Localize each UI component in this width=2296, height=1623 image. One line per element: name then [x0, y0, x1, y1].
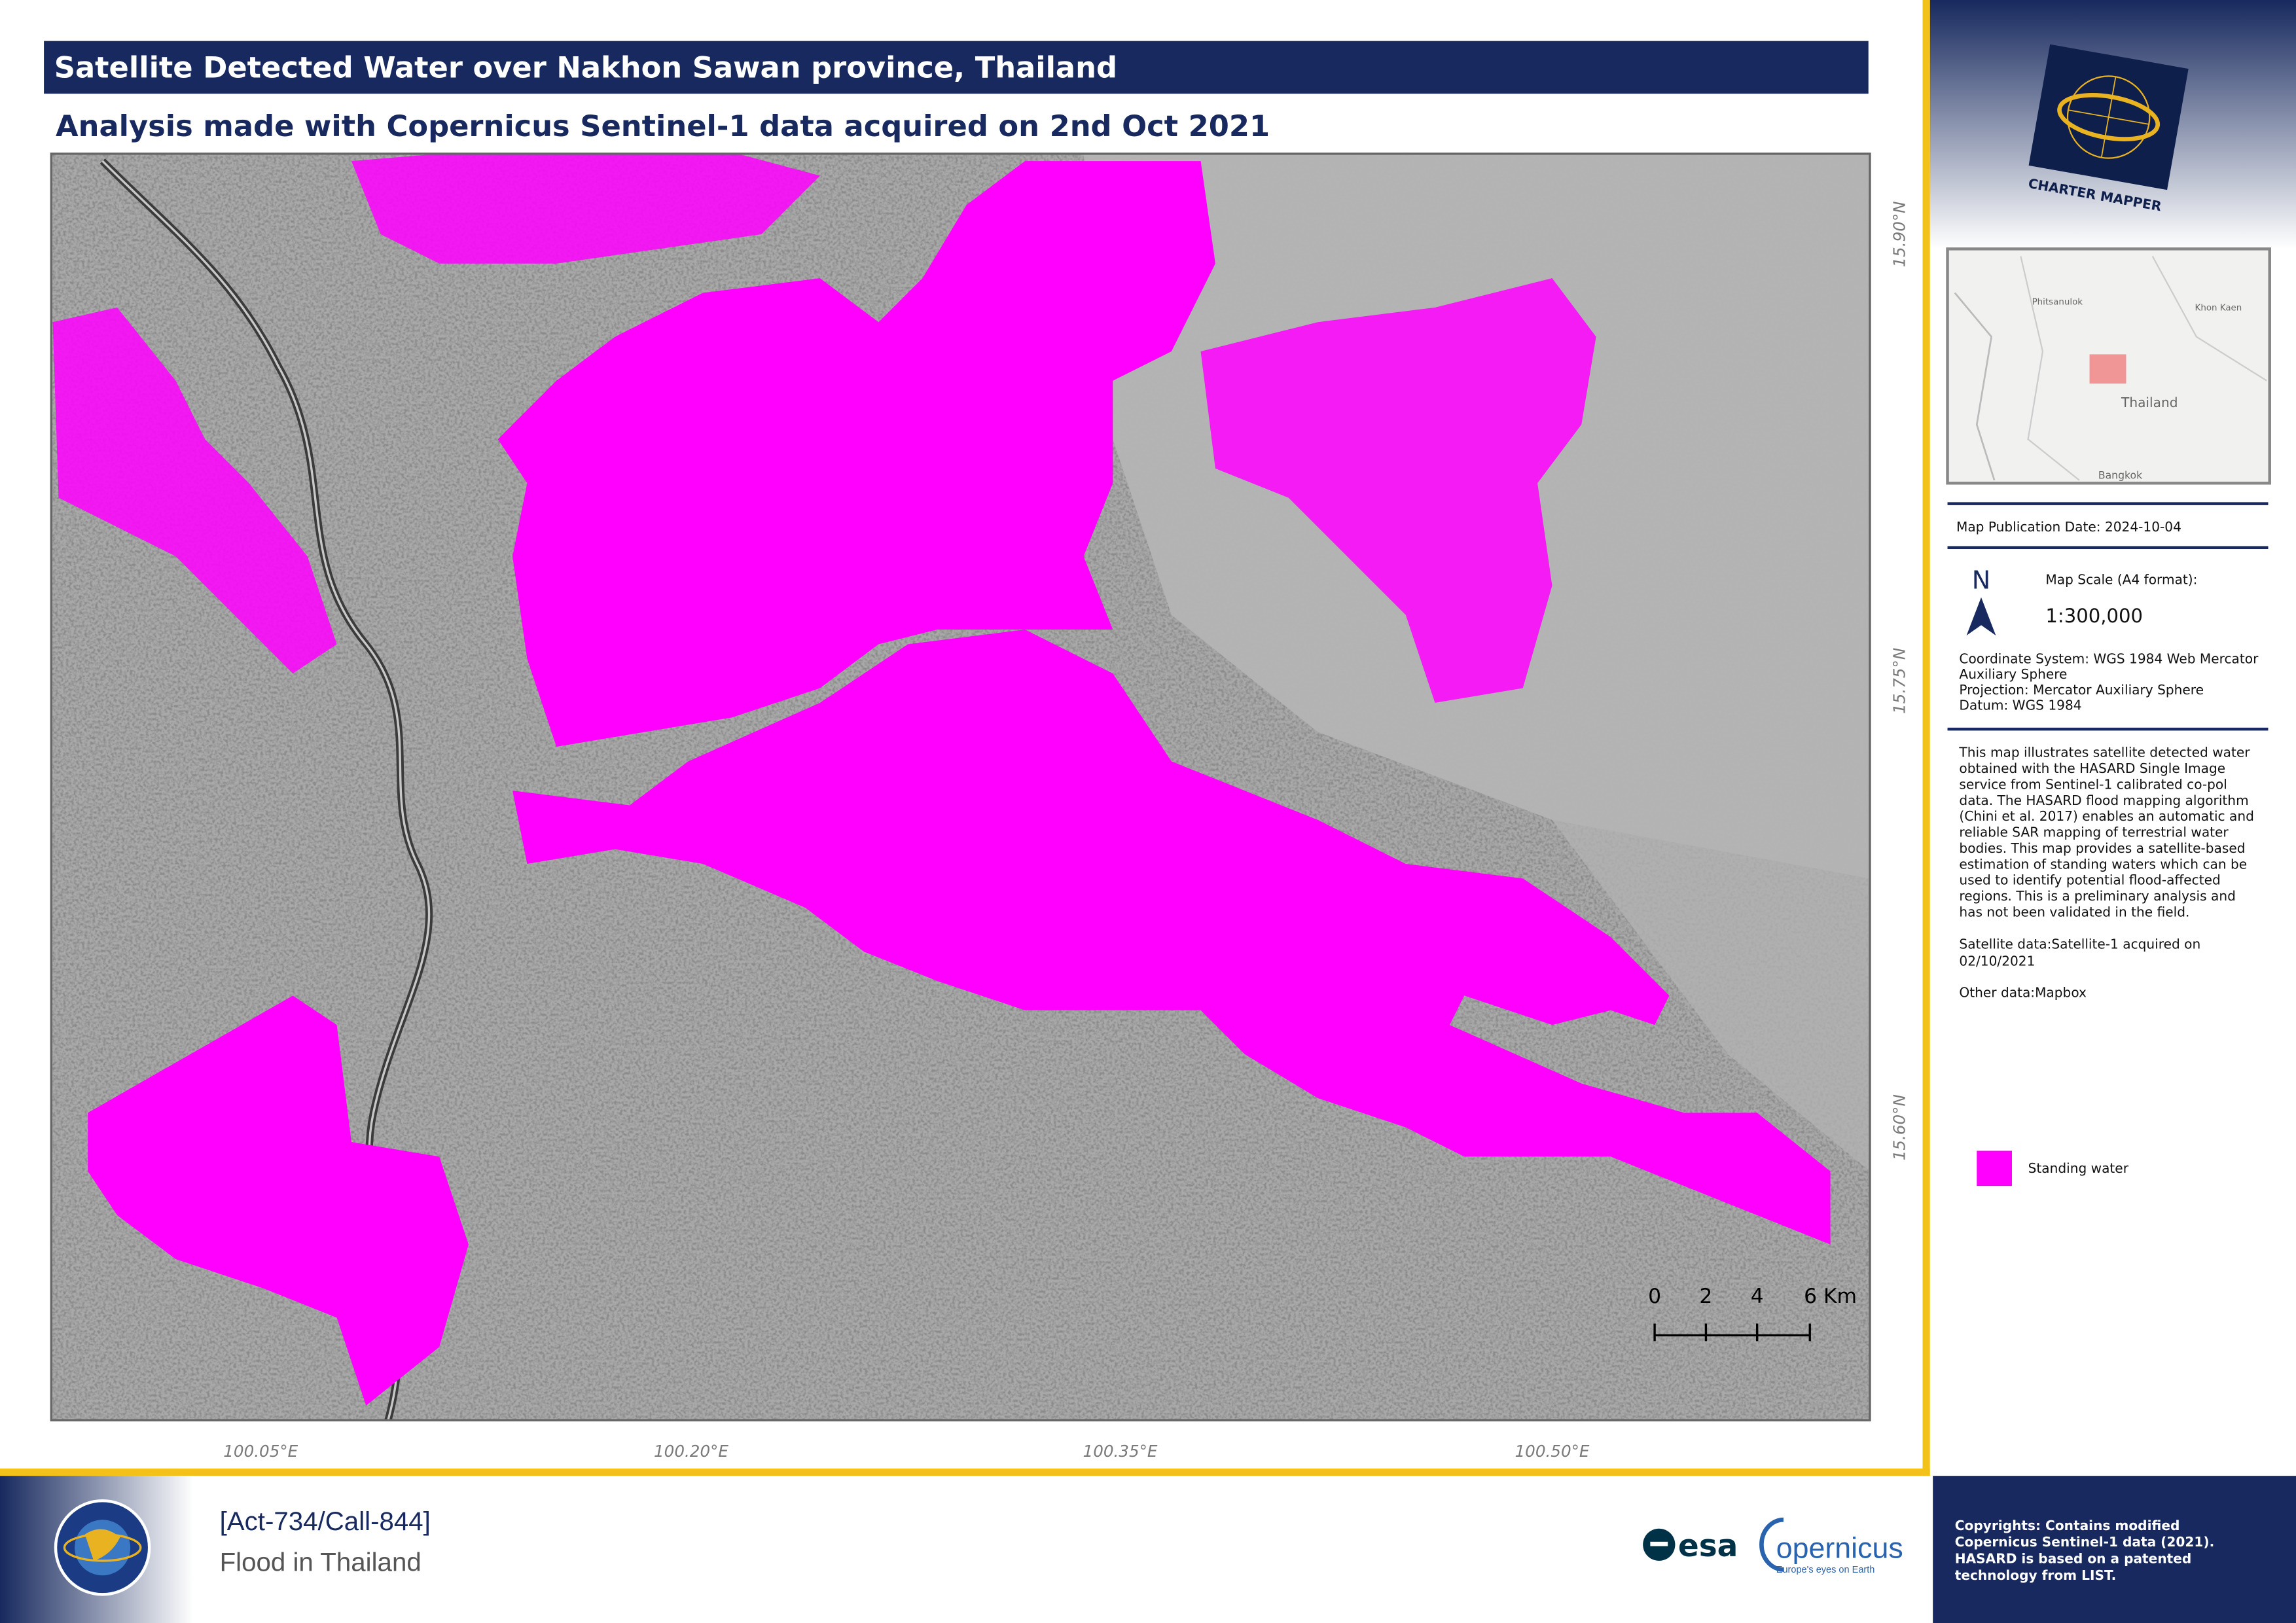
description: This map illustrates satellite detected … [1958, 745, 2250, 760]
description: data. The HASARD flood mapping algorithm [1959, 793, 2248, 808]
logo-text: opernicus [1776, 1531, 1903, 1564]
scale-bar-label: 0 [1648, 1285, 1661, 1308]
scale-bar [1653, 1323, 1811, 1342]
satellite-data: 02/10/2021 [1959, 953, 2035, 969]
scale-bar-label: 6 Km [1804, 1285, 1857, 1308]
longitude-label: 100.35°E [1083, 1442, 1158, 1461]
legend-swatch [1977, 1150, 2012, 1186]
copyright-line: Copernicus Sentinel-1 data (2021). [1955, 1534, 2215, 1550]
title-bar [44, 41, 1869, 94]
description: service from Sentinel-1 calibrated co-po… [1959, 776, 2227, 792]
latitude-label: 15.75°N [1890, 648, 1909, 714]
map-scale: 1:300,000 [2045, 605, 2143, 627]
border [1922, 0, 1930, 1476]
copernicus-logo: opernicus Europe's eyes on Earth [1759, 1517, 1903, 1575]
inset-label: Bangkok [2098, 469, 2143, 482]
inset-label: Khon Kaen [2195, 303, 2242, 313]
satellite-data: Satellite data:Satellite-1 acquired on [1959, 936, 2200, 952]
description: estimation of standing waters which can … [1959, 856, 2247, 872]
copyright-line: Copyrights: Contains modified [1955, 1518, 2180, 1533]
description: obtained with the HASARD Single Image [1959, 760, 2225, 776]
other-data: Other data:Mapbox [1959, 985, 2087, 1001]
description: bodies. This map provides a satellite-ba… [1959, 840, 2245, 856]
charter-emblem [54, 1499, 151, 1596]
inset-label: Phitsanulok [2032, 297, 2083, 307]
scale-bar-label: 2 [1699, 1285, 1712, 1308]
publication-date: Map Publication Date: 2024-10-04 [1956, 519, 2181, 535]
esa-logo: esa [1643, 1528, 1738, 1564]
logo-tagline: Europe's eyes on Earth [1776, 1565, 1875, 1575]
copyright-box [1933, 1476, 2296, 1623]
description: (Chini et al. 2017) enables an automatic… [1959, 808, 2253, 824]
coordinate-info: Coordinate System: WGS 1984 Web Mercator [1959, 651, 2259, 666]
description: has not been validated in the field. [1959, 904, 2189, 920]
logo-text: esa [1678, 1528, 1738, 1564]
longitude-label: 100.50°E [1515, 1442, 1590, 1461]
satellite-image [51, 153, 1870, 1421]
subtitle: Analysis made with Copernicus Sentinel-1… [56, 109, 1270, 143]
event-name: Flood in Thailand [220, 1548, 422, 1577]
charter-logo: CHARTER MAPPER [2027, 44, 2189, 214]
legend-label: Standing water [2028, 1160, 2129, 1176]
title: Satellite Detected Water over Nakhon Saw… [54, 50, 1117, 85]
standing-water-areas [52, 153, 1831, 1406]
inset-label: Thailand [2121, 395, 2178, 410]
longitude-label: 100.05°E [223, 1442, 298, 1461]
coordinate-info: Datum: WGS 1984 [1959, 698, 2081, 713]
activation-id: [Act-734/Call-844] [220, 1507, 431, 1536]
coordinate-info: Projection: Mercator Auxiliary Sphere [1959, 682, 2204, 698]
copyright-line: HASARD is based on a patented [1955, 1550, 2192, 1566]
description: regions. This is a preliminary analysis … [1959, 888, 2235, 904]
scale-bar-label: 4 [1751, 1285, 1764, 1308]
scale-title: Map Scale (A4 format): [2045, 572, 2197, 588]
description: reliable SAR mapping of terrestrial wate… [1959, 825, 2229, 840]
description: used to identify potential flood-affecte… [1959, 872, 2220, 888]
north-label: N [1972, 565, 1990, 594]
copyright-line: technology from LIST. [1955, 1567, 2117, 1583]
latitude-label: 15.90°N [1890, 201, 1909, 267]
border [0, 1468, 1930, 1476]
inset-map [1946, 247, 2271, 485]
north-arrow [1966, 597, 1996, 635]
longitude-label: 100.20°E [654, 1442, 728, 1461]
latitude-label: 15.60°N [1890, 1094, 1909, 1160]
coordinate-info: Auxiliary Sphere [1959, 666, 2067, 682]
map-frame [50, 152, 1871, 1421]
